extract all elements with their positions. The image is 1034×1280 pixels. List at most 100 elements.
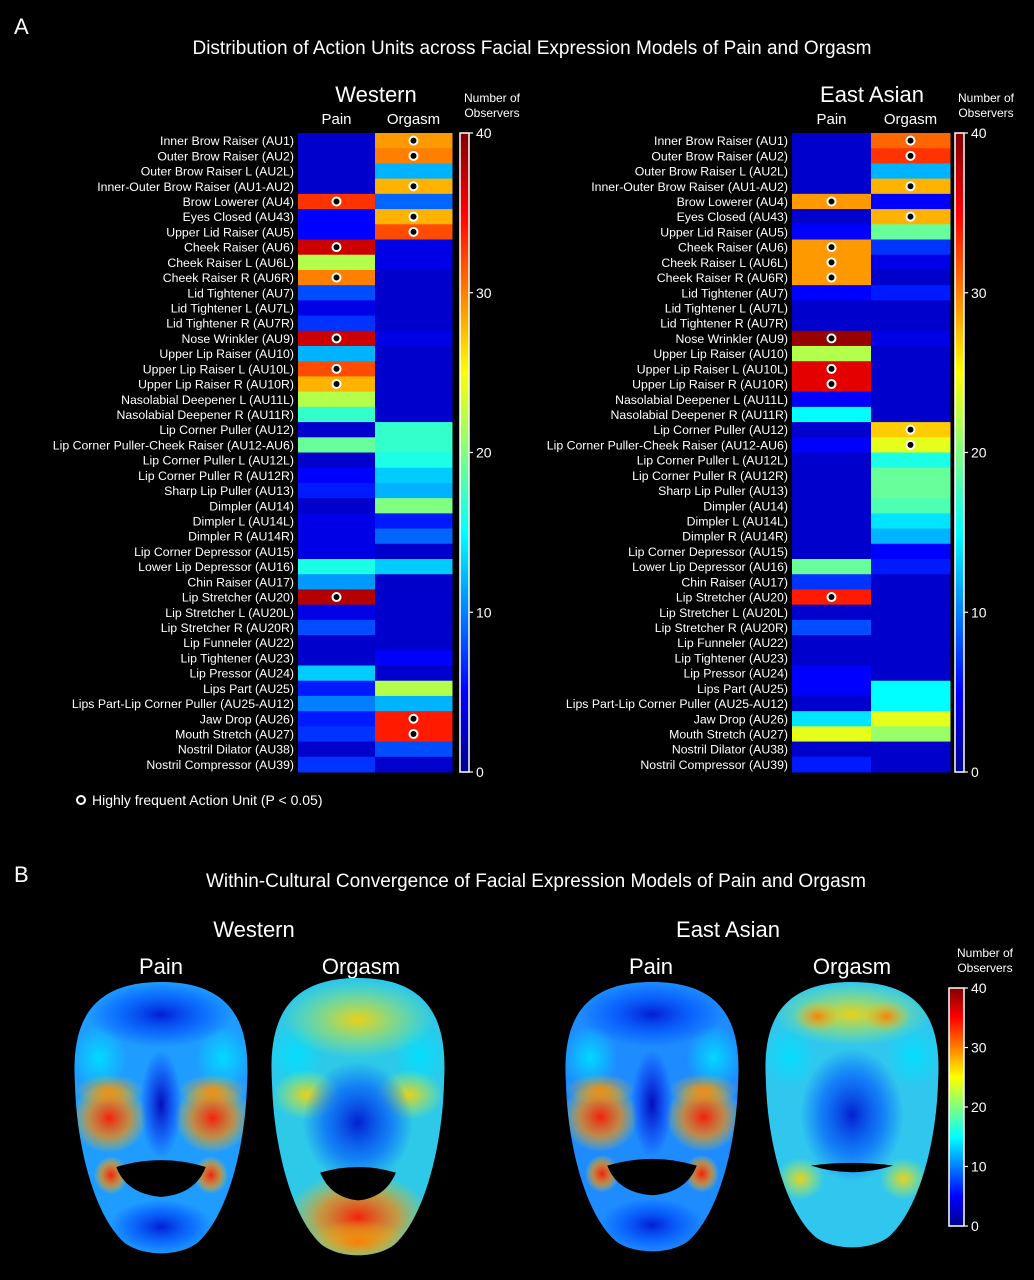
western-cell <box>298 665 376 682</box>
western-significance-marker <box>408 713 419 724</box>
east-asian-cell <box>792 315 872 332</box>
western-significance-marker <box>331 242 342 253</box>
western-row-label: Lip Stretcher L (AU20L) <box>165 606 294 620</box>
western-row-label: Cheek Raiser R (AU6R) <box>163 271 294 285</box>
east-asian-significance-marker <box>826 196 837 207</box>
east-asian-significance-marker <box>905 424 916 435</box>
east-asian-cell <box>792 635 872 651</box>
western-cell <box>375 559 453 575</box>
western-significance-marker <box>408 135 419 146</box>
western-cell <box>375 650 453 666</box>
western-cell <box>298 148 376 164</box>
east-asian-colorbar-title-line2: Observers <box>958 106 1013 120</box>
east-asian-pain-face-temple-left <box>565 1025 618 1090</box>
east-asian-row-label: Cheek Raiser (AU6) <box>678 241 788 255</box>
east-asian-cell <box>871 589 951 606</box>
western-colorbar-tick-label: 10 <box>476 604 492 620</box>
east-asian-row-label: Lips Part (AU25) <box>697 682 788 696</box>
western-row-label: Lip Corner Puller (AU12) <box>159 423 294 437</box>
western-row-label: Inner Brow Raiser (AU1) <box>160 134 294 148</box>
western-cell <box>375 528 453 545</box>
western-heatmap-title: Western <box>335 82 417 107</box>
western-row-label: Lip Corner Puller-Cheek Raiser (AU12-AU6… <box>53 438 294 452</box>
east-asian-cell <box>871 361 951 377</box>
significance-marker-icon <box>76 795 86 805</box>
western-colorbar-gradient <box>459 132 470 773</box>
east-asian-cell <box>871 315 951 332</box>
western-row-label: Lip Tightener (AU23) <box>181 651 294 665</box>
east-asian-row-label: Lip Corner Puller (AU12) <box>653 423 788 437</box>
east-asian-pain-face-label: Pain <box>629 954 673 979</box>
western-row-label: Eyes Closed (AU43) <box>183 210 294 224</box>
east-asian-significance-marker <box>905 181 916 192</box>
western-cell <box>298 635 376 651</box>
east-asian-cell <box>871 254 951 271</box>
east-asian-cell <box>792 711 872 727</box>
western-significance-marker <box>408 211 419 222</box>
western-cell <box>298 163 376 180</box>
east-asian-significance-marker <box>826 363 837 374</box>
east-asian-cell <box>871 543 951 560</box>
western-cell <box>298 209 376 225</box>
western-row-label: Lip Corner Depressor (AU15) <box>134 545 294 559</box>
east-asian-cell <box>871 285 951 301</box>
western-cell <box>375 406 453 423</box>
east-asian-cell <box>792 574 872 590</box>
western-column-header: Pain <box>321 111 351 128</box>
western-cell <box>375 467 453 484</box>
western-cell <box>375 269 453 286</box>
east-asian-row-label: Eyes Closed (AU43) <box>677 210 788 224</box>
east-asian-significance-marker <box>826 272 837 283</box>
western-cell <box>298 346 376 362</box>
panel-b-letter: B <box>14 862 29 887</box>
western-row-label: Nasolabial Deepener L (AU11L) <box>121 393 294 407</box>
east-asian-colorbar-tick-label: 10 <box>971 604 987 620</box>
east-asian-orgasm-face-mouth-opening <box>810 1162 894 1173</box>
western-cell <box>298 224 376 240</box>
east-asian-row-label: Lips Part-Lip Corner Puller (AU25-AU12) <box>566 697 788 711</box>
western-row-label: Nasolabial Deepener R (AU11R) <box>117 408 294 422</box>
western-pain-face-label: Pain <box>139 954 183 979</box>
east-asian-cell <box>871 711 951 727</box>
faces-colorbar-tick-label: 40 <box>971 980 987 996</box>
faces-colorbar-tick-label: 0 <box>971 1218 979 1234</box>
east-asian-cell <box>871 193 951 210</box>
east-asian-pain-face <box>565 982 739 1252</box>
western-row-label: Mouth Stretch (AU27) <box>175 727 294 741</box>
east-asian-row-label: Lip Tightener (AU23) <box>675 651 788 665</box>
east-asian-cell <box>871 452 951 469</box>
western-significance-marker <box>408 181 419 192</box>
western-row-label: Sharp Lip Puller (AU13) <box>164 484 294 498</box>
east-asian-pain-face-forehead <box>579 982 725 1047</box>
western-cell <box>375 741 453 758</box>
east-asian-cell <box>792 467 872 484</box>
western-significance-marker <box>408 226 419 237</box>
western-pain-face-chin <box>109 1199 213 1254</box>
east-asian-cell <box>871 300 951 317</box>
east-asian-cell <box>871 163 951 180</box>
faces-colorbar-tick-label: 20 <box>971 1099 987 1115</box>
western-row-label: Lip Corner Puller R (AU12R) <box>138 469 294 483</box>
western-row-label: Jaw Drop (AU26) <box>200 712 294 726</box>
east-asian-row-label: Lip Stretcher R (AU20R) <box>655 621 788 635</box>
east-asian-row-label: Upper Lip Raiser L (AU10L) <box>637 362 788 376</box>
western-cell <box>298 574 376 590</box>
east-asian-cell <box>871 391 951 408</box>
western-row-label: Dimpler (AU14) <box>209 499 294 513</box>
western-cell <box>375 437 453 453</box>
east-asian-heatmap: East Asian Pain Orgasm Inner Brow Raiser (A… <box>547 82 951 773</box>
east-asian-row-label: Brow Lowerer (AU4) <box>677 195 788 209</box>
east-asian-cell <box>792 528 872 545</box>
east-asian-row-label: Dimpler L (AU14L) <box>687 514 788 528</box>
faces-colorbar-tick-label: 30 <box>971 1040 987 1056</box>
western-row-label: Upper Lip Raiser (AU10) <box>159 347 294 361</box>
east-asian-row-label: Nasolabial Deepener L (AU11L) <box>615 393 788 407</box>
western-cell <box>375 619 453 636</box>
western-cell <box>375 163 453 180</box>
east-asian-row-label: Nose Wrinkler (AU9) <box>675 332 788 346</box>
east-asian-cell <box>871 559 951 575</box>
western-orgasm-face-forehead <box>282 980 434 1059</box>
western-cell <box>298 619 376 636</box>
